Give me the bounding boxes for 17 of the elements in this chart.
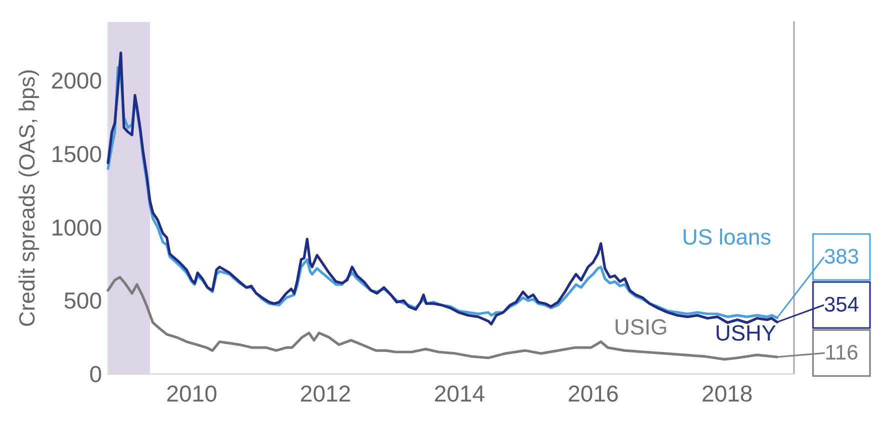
y-tick-label: 1500 — [50, 141, 102, 167]
text: US loans — [682, 224, 772, 250]
x-tick-label: 2012 — [300, 380, 352, 406]
y-axis-title: Credit spreads (OAS, bps) — [14, 69, 40, 327]
x-tick-label: 2014 — [434, 380, 486, 406]
y-tick-label: 1000 — [50, 214, 102, 240]
y-tick-label: 500 — [64, 288, 102, 314]
x-tick-label: 2010 — [166, 380, 218, 406]
x-tick-label: 2018 — [702, 380, 753, 406]
y-tick-label: 2000 — [50, 68, 102, 94]
series-label: USIG — [614, 314, 668, 340]
x-tick-label: 2016 — [568, 380, 619, 406]
series-label: USHY — [715, 320, 776, 346]
y-tick-label: 0 — [89, 361, 102, 387]
data-label: 116 — [824, 342, 858, 364]
data-label: 354 — [824, 294, 860, 316]
data-label: 383 — [824, 246, 860, 268]
